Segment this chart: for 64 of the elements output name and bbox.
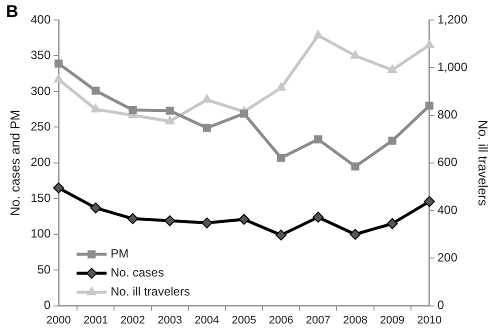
point	[240, 110, 248, 118]
x-tick-label: 2002	[120, 314, 146, 326]
point	[53, 182, 64, 194]
point	[387, 64, 398, 74]
point	[276, 82, 286, 91]
x-tick-label: 2010	[417, 314, 442, 326]
x-tick-label: 2009	[380, 314, 405, 326]
point	[386, 218, 398, 230]
legend-label: No. ill travelers	[110, 284, 190, 299]
point	[351, 162, 360, 171]
y2-axis-title: No. ill travelers	[476, 120, 491, 206]
y-tick-label: 300	[30, 84, 51, 98]
y2-tick-label: 1,000	[437, 60, 468, 74]
y-tick-label: 400	[30, 12, 51, 26]
x-tick-label: 2001	[83, 314, 108, 326]
y-tick-label: 100	[30, 226, 51, 241]
x-tick-label: 2006	[268, 314, 294, 326]
y2-tick-label: 0	[437, 298, 444, 312]
point	[127, 213, 138, 224]
point	[388, 136, 396, 145]
point	[54, 74, 64, 83]
legend-label: PM	[110, 246, 129, 261]
point	[314, 135, 322, 144]
y-tick-label: 50	[37, 262, 51, 276]
point	[201, 217, 212, 228]
point	[350, 228, 361, 240]
point	[92, 86, 100, 95]
point	[54, 60, 63, 68]
x-tick-label: 2007	[306, 314, 330, 326]
x-tick-label: 2000	[46, 314, 71, 326]
x-tick-label: 2004	[194, 314, 220, 326]
point	[90, 104, 101, 112]
point	[164, 215, 176, 226]
y2-tick-label: 400	[437, 202, 458, 217]
legend-label: No. cases	[110, 266, 164, 280]
x-tick-label: 2008	[342, 314, 368, 326]
y2-tick-label: 1,200	[437, 12, 468, 26]
text: B	[6, 2, 18, 22]
point	[202, 94, 212, 103]
y2-tick-label: 600	[437, 155, 458, 170]
point	[350, 50, 360, 59]
x-tick-label: 2003	[158, 314, 182, 326]
point	[313, 30, 323, 38]
y-axis-title: No. cases and PM	[7, 110, 22, 216]
point	[128, 106, 137, 114]
y-tick-label: 250	[30, 119, 51, 134]
y-tick-label: 0	[44, 298, 51, 312]
point	[238, 214, 250, 225]
point	[166, 106, 174, 115]
y-tick-label: 350	[30, 48, 51, 62]
point	[90, 202, 102, 214]
point	[276, 230, 287, 241]
y2-tick-label: 800	[437, 108, 458, 122]
point	[424, 40, 434, 48]
point	[312, 212, 324, 223]
y-tick-label: 150	[30, 190, 51, 205]
point	[424, 196, 435, 207]
y2-tick-label: 200	[437, 250, 458, 264]
point	[425, 102, 434, 110]
point	[202, 124, 211, 132]
x-tick-label: 2005	[232, 314, 256, 326]
y-tick-label: 200	[30, 155, 51, 170]
point	[165, 116, 175, 124]
point	[277, 154, 286, 162]
